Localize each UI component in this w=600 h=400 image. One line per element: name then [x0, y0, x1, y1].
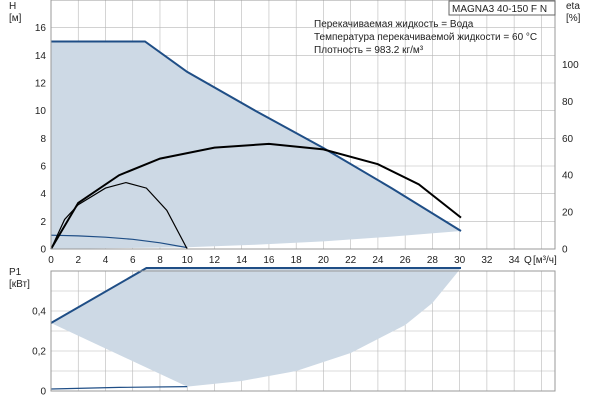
flow-axis-label: Q — [524, 255, 532, 266]
x-tick-label: 20 — [318, 255, 330, 266]
head-plot-frame — [50, 0, 556, 250]
x-tick-label: 32 — [481, 255, 493, 266]
power-y-tick-labels: 0 0,2 0,4 — [32, 307, 46, 398]
head-min-curve — [50, 234, 188, 249]
x-tick-label: 34 — [509, 255, 521, 266]
head-tick-label: 6 — [40, 162, 46, 173]
x-tick-label: 14 — [236, 255, 248, 266]
power-panel: 0 0,2 0,4 P1 [кВт] — [9, 267, 556, 398]
x-tick-label: 12 — [209, 255, 221, 266]
x-tick-label: 8 — [157, 255, 163, 266]
x-tick-label: 10 — [182, 255, 194, 266]
x-tick-label: 16 — [263, 255, 275, 266]
efficiency-tick-label: 0 — [562, 245, 568, 256]
head-tick-label: 8 — [40, 134, 46, 145]
head-tick-label: 14 — [35, 51, 47, 62]
title-box — [448, 0, 556, 16]
info-line-liquid: Перекачиваемая жидкость = Вода — [314, 19, 474, 30]
power-axis-label: P1 — [9, 267, 22, 278]
x-tick-label: 4 — [103, 255, 109, 266]
efficiency-tick-label: 60 — [562, 134, 574, 145]
power-min-curve — [50, 386, 188, 390]
power-tick-label: 0,2 — [32, 347, 46, 358]
head-tick-label: 10 — [35, 106, 47, 117]
head-tick-label: 2 — [40, 217, 46, 228]
power-plot-frame — [50, 270, 556, 392]
x-tick-label: 0 — [48, 255, 54, 266]
power-operating-range-area — [51, 268, 461, 387]
x-tick-label: 22 — [345, 255, 357, 266]
head-tick-label: 4 — [40, 189, 46, 200]
x-tick-label: 30 — [454, 255, 466, 266]
power-tick-label: 0 — [40, 387, 46, 398]
head-tick-label: 12 — [35, 79, 47, 90]
info-line-temperature: Температура перекачиваемой жидкости = 60… — [314, 32, 537, 43]
efficiency-max-curve — [50, 142, 462, 250]
power-tick-label: 0,4 — [32, 307, 46, 318]
head-y-tick-labels: 0 2 4 6 8 10 12 14 16 — [35, 23, 47, 255]
x-tick-label: 28 — [427, 255, 439, 266]
x-tick-label: 24 — [372, 255, 384, 266]
head-tick-label: 16 — [35, 23, 47, 34]
power-axis-unit: [кВт] — [9, 279, 30, 290]
x-tick-label: 18 — [291, 255, 303, 266]
efficiency-axis-label: eta — [566, 1, 580, 12]
efficiency-tick-label: 40 — [562, 171, 574, 182]
head-tick-label: 0 — [40, 245, 46, 256]
power-max-curve — [50, 267, 461, 324]
efficiency-min-curve — [50, 181, 188, 250]
head-axis-label: H — [9, 1, 16, 12]
x-tick-label: 2 — [75, 255, 81, 266]
flow-axis-unit: [м³/ч] — [533, 255, 557, 266]
x-tick-labels: 0 2 4 6 8 10 12 14 16 18 20 22 24 26 28 30 32 34 — [48, 255, 520, 266]
efficiency-tick-label: 20 — [562, 208, 574, 219]
chart-title: MAGNA3 40-150 F N — [452, 4, 547, 15]
x-tick-label: 26 — [400, 255, 412, 266]
efficiency-axis-unit: [%] — [566, 13, 581, 24]
head-axis-unit: [м] — [9, 13, 22, 24]
head-panel: 0 2 4 6 8 10 12 14 16 18 20 22 24 26 28 30 32 34 02468101… — [9, 0, 581, 266]
efficiency-tick-labels: 0 20 40 60 80 100 — [562, 60, 579, 255]
x-tick-label: 6 — [130, 255, 136, 266]
head-max-curve — [51, 40, 462, 232]
efficiency-tick-label: 100 — [562, 60, 579, 71]
info-line-density: Плотность = 983.2 кг/м³ — [314, 45, 424, 56]
efficiency-tick-label: 80 — [562, 97, 574, 108]
